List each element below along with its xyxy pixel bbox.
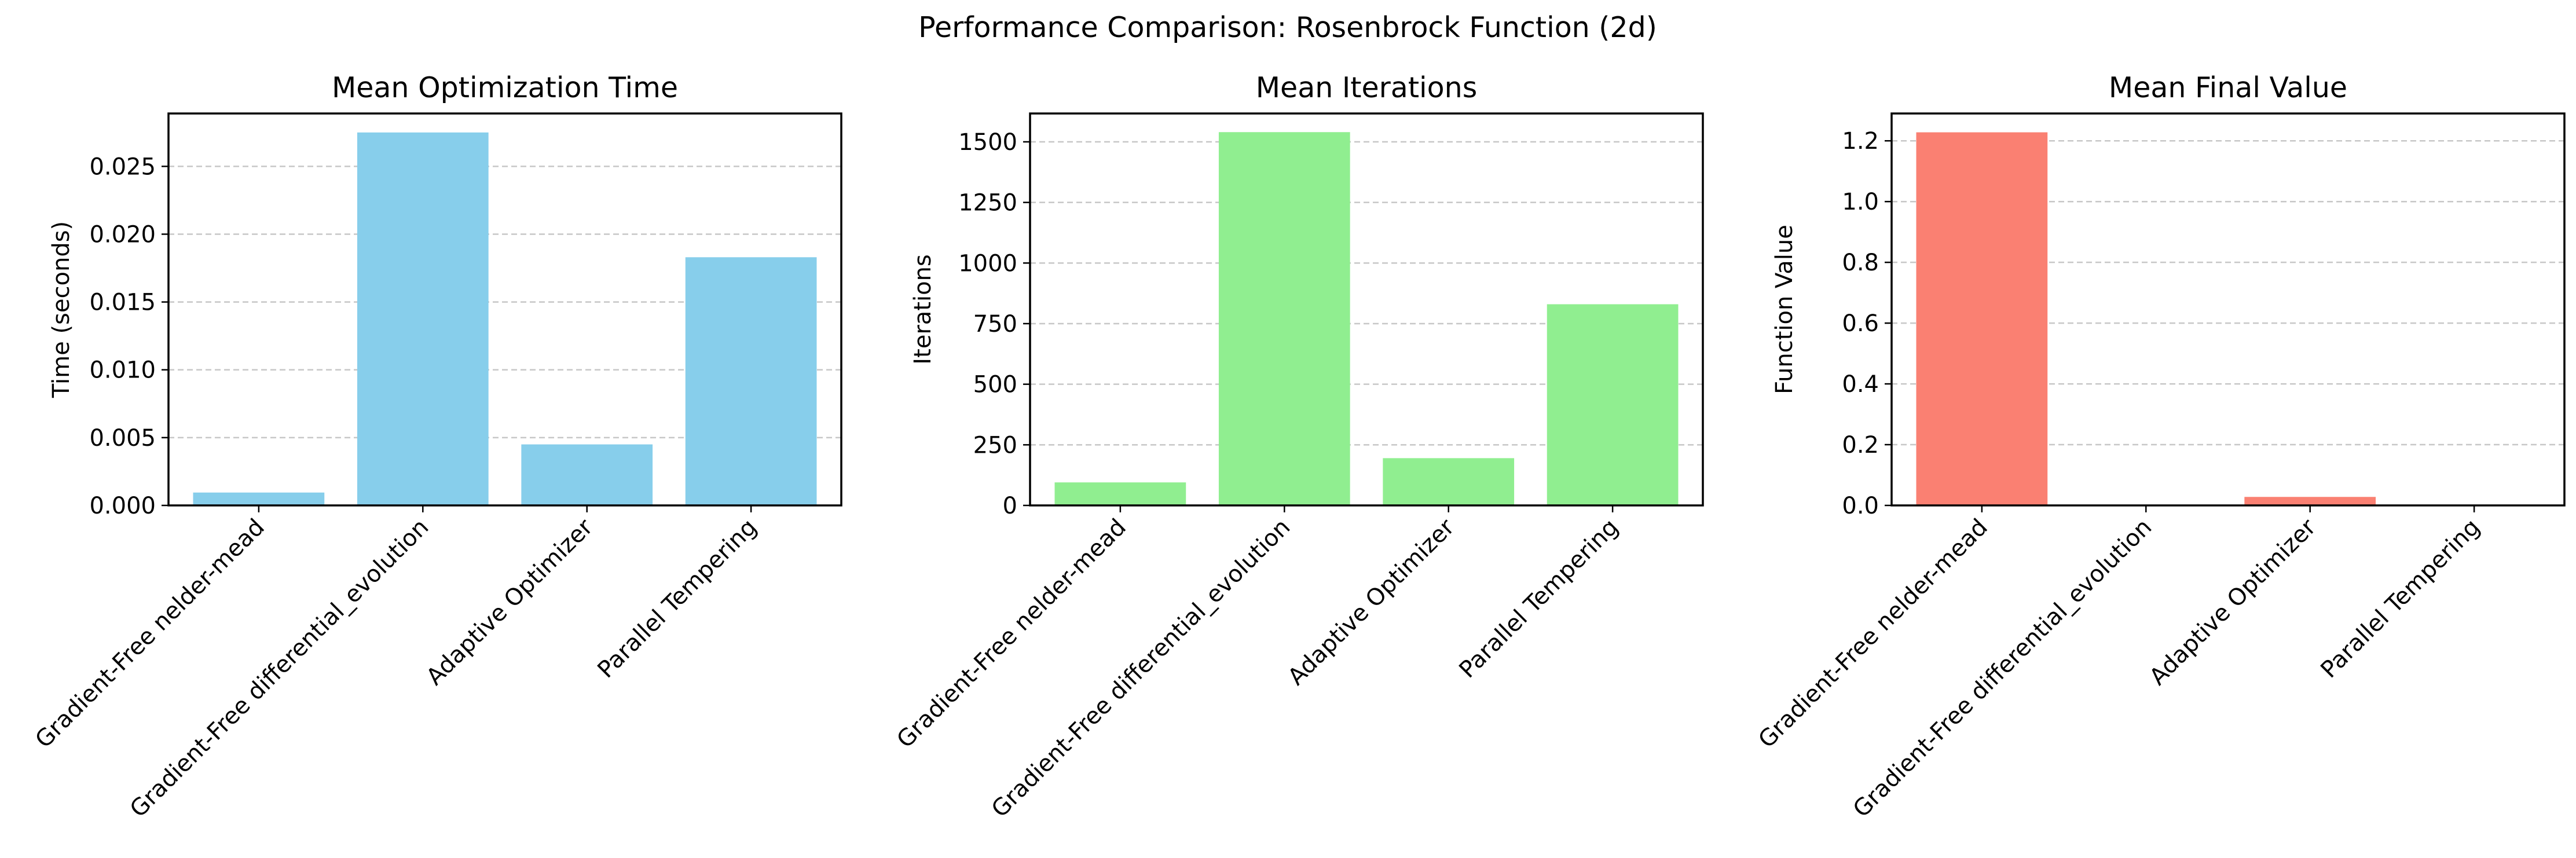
bar <box>521 444 653 505</box>
bar <box>1916 132 2048 506</box>
bar <box>1218 132 1350 505</box>
y-tick-label: 0.4 <box>1842 371 1879 398</box>
y-axis-label: Function Value <box>1771 225 1798 394</box>
y-axis-label: Time (seconds) <box>48 221 75 398</box>
bar <box>685 257 817 505</box>
y-tick-label: 0.6 <box>1842 310 1879 337</box>
y-tick-label: 1.0 <box>1842 189 1879 215</box>
y-tick-label: 0 <box>1003 493 1017 519</box>
y-tick-label: 0.0 <box>1842 493 1879 519</box>
axes-frame <box>1029 112 1704 507</box>
bar <box>1547 304 1679 505</box>
y-tick-label: 0.010 <box>89 357 156 384</box>
y-tick-label: 0.2 <box>1842 432 1879 459</box>
y-tick-label: 750 <box>973 311 1017 338</box>
y-tick-label: 0.005 <box>89 425 156 452</box>
panel-title: Mean Optimization Time <box>332 71 678 104</box>
bar <box>193 492 325 505</box>
y-tick-label: 0.000 <box>89 493 156 519</box>
y-tick-label: 0.015 <box>89 289 156 316</box>
y-tick-label: 1000 <box>958 250 1017 277</box>
y-tick-label: 0.020 <box>89 221 156 248</box>
panel-title: Mean Iterations <box>1256 71 1477 104</box>
axes-frame <box>167 112 842 507</box>
axes-frame <box>1890 112 2566 507</box>
bar <box>1383 458 1515 505</box>
y-tick-label: 500 <box>973 372 1017 398</box>
panel-title: Mean Final Value <box>2109 71 2347 104</box>
y-tick-label: 0.8 <box>1842 250 1879 276</box>
y-tick-label: 1.2 <box>1842 128 1879 155</box>
bar <box>357 132 489 506</box>
y-tick-label: 1250 <box>958 190 1017 217</box>
y-tick-label: 1500 <box>958 129 1017 156</box>
y-tick-label: 250 <box>973 432 1017 459</box>
figure-title: Performance Comparison: Rosenbrock Funct… <box>918 11 1657 44</box>
bar <box>1054 482 1186 505</box>
y-tick-label: 0.025 <box>89 153 156 180</box>
bar <box>2244 497 2376 505</box>
y-axis-label: Iterations <box>910 254 936 365</box>
